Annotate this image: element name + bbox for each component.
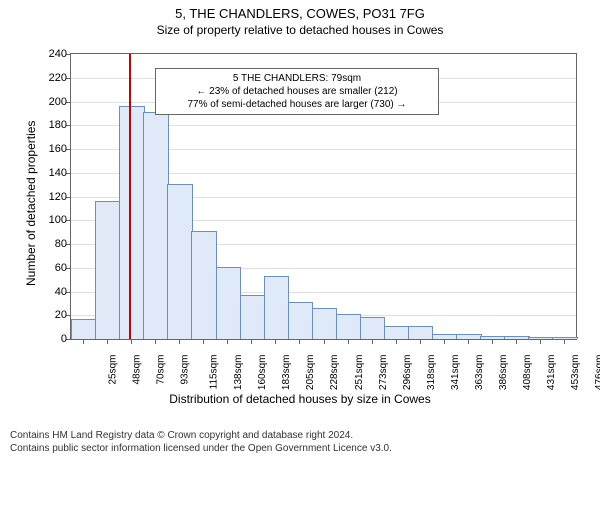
plot-area: 02040608010012014016018020022024025sqm48… [70,53,577,340]
x-tick-mark [468,339,469,344]
histogram-bar [456,334,482,339]
x-axis-label: Distribution of detached houses by size … [10,392,590,406]
histogram-bar [408,326,434,339]
x-tick-label: 183sqm [281,355,292,391]
histogram-bar [240,295,266,339]
x-tick-label: 453sqm [570,355,581,391]
histogram-bar [360,317,386,339]
x-tick-label: 318sqm [426,355,437,391]
y-tick-label: 180 [49,119,71,131]
annotation-line-1: 5 THE CHANDLERS: 79sqm [162,72,432,85]
histogram-bar [119,106,145,339]
chart-container: Number of detached properties 0204060801… [10,43,590,423]
histogram-bar [143,112,169,339]
x-tick-mark [444,339,445,344]
y-axis-label: Number of detached properties [24,120,38,285]
y-tick-label: 160 [49,143,71,155]
histogram-bar [432,334,458,339]
annotation-line-2: ← 23% of detached houses are smaller (21… [162,85,432,98]
x-tick-mark [396,339,397,344]
footer-line-1: Contains HM Land Registry data © Crown c… [10,429,590,442]
x-tick-label: 341sqm [450,355,461,391]
x-tick-mark [275,339,276,344]
y-tick-label: 100 [49,214,71,226]
histogram-bar [288,302,314,339]
x-tick-label: 363sqm [474,355,485,391]
y-tick-label: 220 [49,72,71,84]
histogram-bar [384,326,410,339]
page-subtitle: Size of property relative to detached ho… [0,23,600,37]
x-tick-label: 296sqm [402,355,413,391]
annotation-line-3: 77% of semi-detached houses are larger (… [162,98,432,111]
x-tick-label: 476sqm [594,355,600,391]
x-tick-label: 386sqm [498,355,509,391]
x-tick-label: 205sqm [305,355,316,391]
x-tick-label: 273sqm [378,355,389,391]
x-tick-mark [299,339,300,344]
histogram-bar [71,319,97,339]
x-tick-label: 408sqm [522,355,533,391]
x-tick-mark [516,339,517,344]
y-tick-label: 20 [55,309,71,321]
y-tick-label: 200 [49,96,71,108]
histogram-bar [264,276,290,339]
histogram-bar [336,314,362,339]
x-tick-mark [372,339,373,344]
histogram-bar [191,231,217,339]
histogram-bar [480,336,506,339]
y-tick-label: 120 [49,191,71,203]
x-tick-mark [155,339,156,344]
histogram-bar [528,337,554,339]
footer-line-2: Contains public sector information licen… [10,442,590,455]
x-tick-label: 115sqm [209,355,220,390]
y-tick-label: 40 [55,286,71,298]
x-tick-label: 70sqm [156,355,167,385]
marker-line [129,54,131,339]
x-tick-mark [83,339,84,344]
y-tick-label: 0 [61,333,71,345]
x-tick-mark [227,339,228,344]
y-tick-label: 240 [49,48,71,60]
x-tick-mark [420,339,421,344]
histogram-bar [312,308,338,339]
x-tick-label: 431sqm [546,355,557,391]
page-title: 5, THE CHANDLERS, COWES, PO31 7FG [0,6,600,21]
histogram-bar [167,184,193,339]
x-tick-label: 93sqm [180,355,191,385]
histogram-bar [216,267,242,339]
y-tick-label: 60 [55,262,71,274]
histogram-bar [552,337,578,339]
annotation-box: 5 THE CHANDLERS: 79sqm← 23% of detached … [155,68,439,115]
x-tick-mark [131,339,132,344]
x-tick-mark [251,339,252,344]
x-tick-mark [540,339,541,344]
x-tick-mark [492,339,493,344]
x-tick-label: 48sqm [132,355,143,385]
x-tick-mark [107,339,108,344]
x-tick-mark [203,339,204,344]
histogram-bar [95,201,121,339]
x-tick-mark [348,339,349,344]
y-tick-label: 140 [49,167,71,179]
x-tick-label: 251sqm [354,355,365,391]
x-tick-mark [324,339,325,344]
x-tick-mark [179,339,180,344]
x-tick-label: 138sqm [233,355,244,391]
y-tick-label: 80 [55,238,71,250]
histogram-bar [504,336,530,339]
x-tick-label: 160sqm [257,355,268,391]
x-tick-mark [564,339,565,344]
footer-text: Contains HM Land Registry data © Crown c… [10,429,590,455]
x-tick-label: 25sqm [108,355,119,385]
x-tick-label: 228sqm [330,355,341,391]
